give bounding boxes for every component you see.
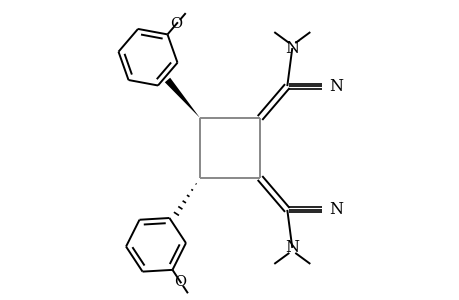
Text: N: N [285,239,299,256]
Text: N: N [285,40,299,57]
Text: N: N [329,201,342,218]
Text: O: O [174,274,186,289]
Text: O: O [170,17,182,31]
Polygon shape [164,78,200,118]
Text: N: N [329,78,342,94]
